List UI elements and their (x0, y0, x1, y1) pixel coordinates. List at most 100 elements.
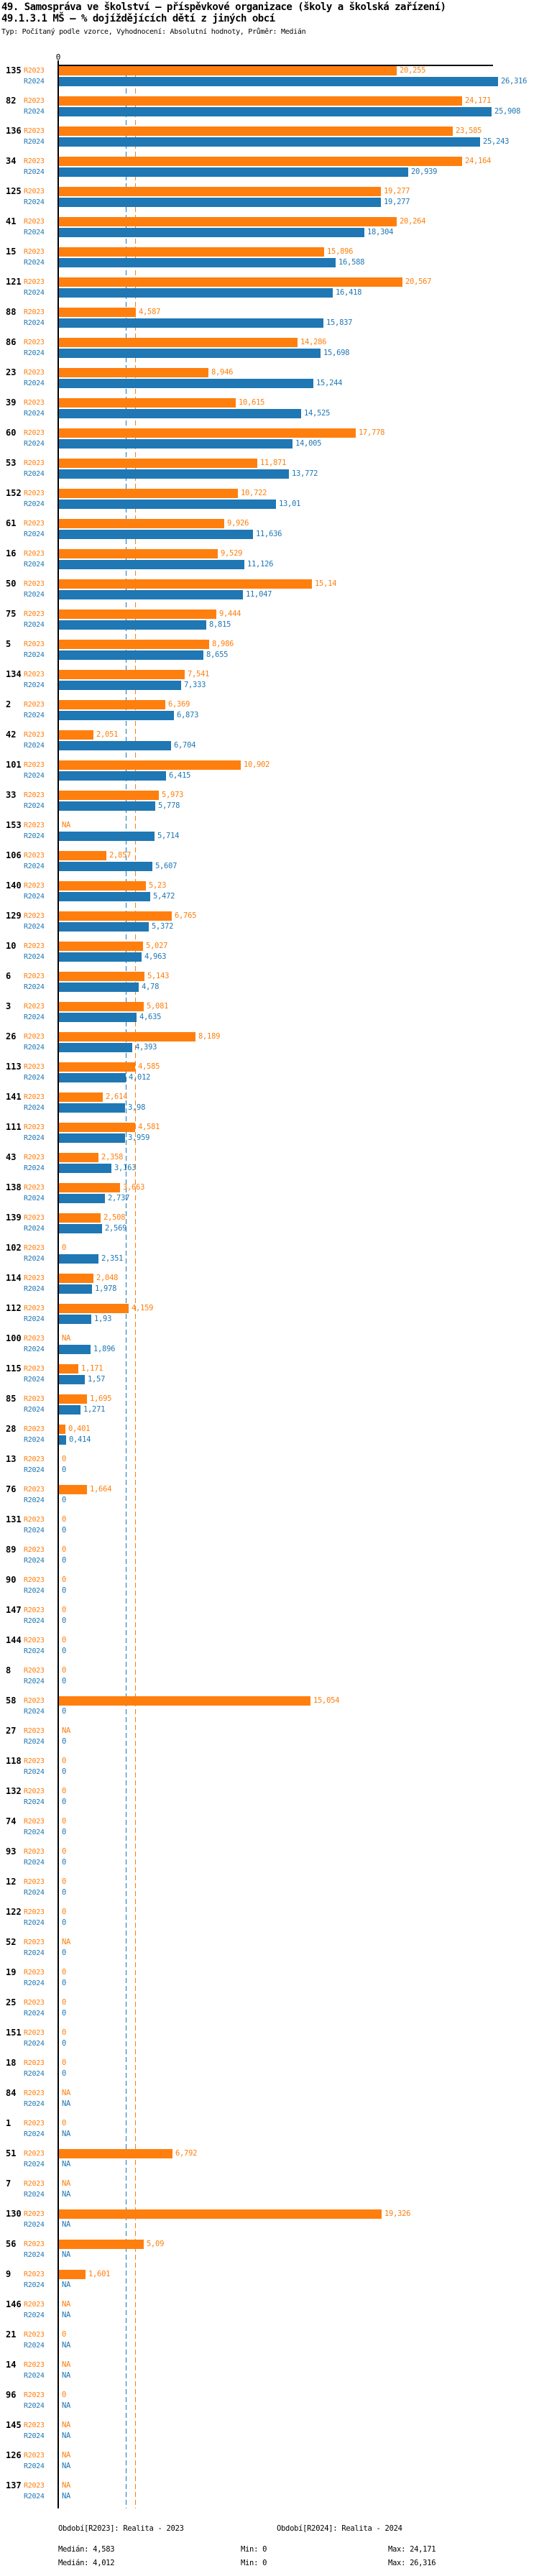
series-label-r2023: R2023 (24, 1214, 45, 1222)
value-label-r2024: NA (62, 2190, 71, 2199)
value-label-r2023: 23,585 (456, 126, 482, 135)
chart-row: 8 R2023 0 R2024 0 (0, 1666, 539, 1686)
chart-row: 153 R2023 NA R2024 5,714 (0, 821, 539, 841)
series-label-r2024: R2024 (24, 289, 45, 297)
chart-row: 134 R2023 7,541 R2024 7,333 (0, 670, 539, 690)
row-id-label: 34 (6, 156, 17, 166)
row-id-label: 58 (6, 1696, 17, 1706)
bar-r2024 (59, 409, 301, 418)
series-label-r2023: R2023 (24, 731, 45, 739)
chart-row: 75 R2023 9,444 R2024 8,815 (0, 610, 539, 630)
series-label-r2023: R2023 (24, 1335, 45, 1343)
value-label-r2024: 4,635 (139, 1013, 162, 1021)
value-label-r2024: 4,393 (135, 1043, 157, 1052)
value-label-r2024: NA (62, 2462, 71, 2470)
value-label-r2023: 10,615 (239, 398, 265, 407)
series-label-r2023: R2023 (24, 188, 45, 196)
value-label-r2023: NA (62, 2300, 71, 2309)
series-label-r2023: R2023 (24, 1455, 45, 1463)
chart-row: 33 R2023 5,973 R2024 5,778 (0, 791, 539, 811)
series-label-r2023: R2023 (24, 1999, 45, 2007)
chart-row: 61 R2023 9,926 R2024 11,636 (0, 519, 539, 539)
row-id-label: 15 (6, 247, 17, 257)
value-label-r2023: 0 (62, 1787, 67, 1795)
row-id-label: 134 (6, 669, 22, 679)
series-label-r2023: R2023 (24, 1969, 45, 1977)
series-label-r2024: R2024 (24, 1406, 45, 1414)
series-label-r2023: R2023 (24, 1938, 45, 1946)
series-label-r2024: R2024 (24, 2312, 45, 2319)
series-label-r2023: R2023 (24, 610, 45, 618)
value-label-r2023: 15,14 (315, 579, 337, 588)
bar-r2023 (59, 1304, 129, 1313)
value-label-r2024: 5,714 (157, 832, 180, 840)
chart-row: 27 R2023 NA R2024 0 (0, 1726, 539, 1747)
value-label-r2024: 0 (62, 1466, 67, 1474)
chart-row: 112 R2023 4,159 R2024 1,93 (0, 1304, 539, 1324)
series-label-r2023: R2023 (24, 1063, 45, 1071)
series-label-r2023: R2023 (24, 1576, 45, 1584)
value-label-r2024: 14,005 (295, 439, 322, 448)
row-id-label: 141 (6, 1092, 22, 1102)
chart-row: 132 R2023 0 R2024 0 (0, 1787, 539, 1807)
bar-r2023 (59, 730, 93, 740)
series-label-r2024: R2024 (24, 2070, 45, 2078)
series-label-r2024: R2024 (24, 470, 45, 478)
bar-r2024 (59, 500, 276, 509)
series-label-r2023: R2023 (24, 701, 45, 709)
bar-r2024 (59, 590, 243, 599)
row-id-label: 113 (6, 1062, 22, 1072)
series-label-r2024: R2024 (24, 2342, 45, 2350)
bar-r2023 (59, 791, 159, 800)
series-label-r2023: R2023 (24, 1697, 45, 1705)
x-axis-line (57, 65, 493, 66)
stat-max-r2024: Max: 26,316 (388, 2559, 436, 2567)
row-id-label: 50 (6, 579, 17, 589)
chart-row: 111 R2023 4,581 R2024 3,959 (0, 1123, 539, 1143)
series-label-r2023: R2023 (24, 1486, 45, 1494)
value-label-r2024: 5,472 (153, 892, 175, 901)
row-id-label: 129 (6, 911, 22, 921)
value-label-r2024: 11,126 (247, 560, 274, 569)
bar-r2023 (59, 338, 298, 347)
series-label-r2023: R2023 (24, 1788, 45, 1795)
value-label-r2023: 17,778 (359, 428, 385, 437)
value-label-r2023: NA (62, 2179, 71, 2188)
series-label-r2024: R2024 (24, 138, 45, 146)
bar-r2024 (59, 1435, 66, 1445)
value-label-r2023: 2,857 (109, 851, 132, 860)
bar-r2024 (59, 1375, 85, 1384)
value-label-r2023: NA (62, 2451, 71, 2460)
series-label-r2023: R2023 (24, 1395, 45, 1403)
bar-r2023 (59, 700, 165, 709)
bar-r2024 (59, 1284, 92, 1294)
series-label-r2024: R2024 (24, 772, 45, 780)
value-label-r2023: 0 (62, 1877, 67, 1886)
value-label-r2023: 6,792 (175, 2149, 198, 2158)
value-label-r2024: 18,304 (367, 228, 394, 236)
series-label-r2024: R2024 (24, 1557, 45, 1565)
value-label-r2024: 0 (62, 1798, 67, 1806)
row-id-label: 41 (6, 216, 17, 226)
chart-row: 101 R2023 10,902 R2024 6,415 (0, 760, 539, 781)
value-label-r2023: 0,401 (68, 1425, 91, 1433)
value-label-r2023: 0 (62, 1243, 67, 1252)
chart-row: 100 R2023 NA R2024 1,896 (0, 1334, 539, 1354)
series-label-r2023: R2023 (24, 1878, 45, 1886)
series-label-r2024: R2024 (24, 380, 45, 387)
chart-row: 113 R2023 4,585 R2024 4,012 (0, 1062, 539, 1082)
bar-r2023 (59, 126, 453, 136)
value-label-r2023: 9,926 (227, 519, 249, 528)
chart-row: 136 R2023 23,585 R2024 25,243 (0, 126, 539, 147)
series-label-r2023: R2023 (24, 822, 45, 829)
median-line-r2023 (135, 65, 136, 2508)
bar-r2024 (59, 832, 155, 841)
bar-r2023 (59, 2270, 86, 2279)
bar-r2023 (59, 66, 397, 75)
series-label-r2023: R2023 (24, 1818, 45, 1826)
row-id-label: 90 (6, 1575, 17, 1585)
series-label-r2023: R2023 (24, 2301, 45, 2309)
series-label-r2024: R2024 (24, 1074, 45, 1082)
value-label-r2023: NA (62, 821, 71, 829)
series-label-r2023: R2023 (24, 1184, 45, 1192)
